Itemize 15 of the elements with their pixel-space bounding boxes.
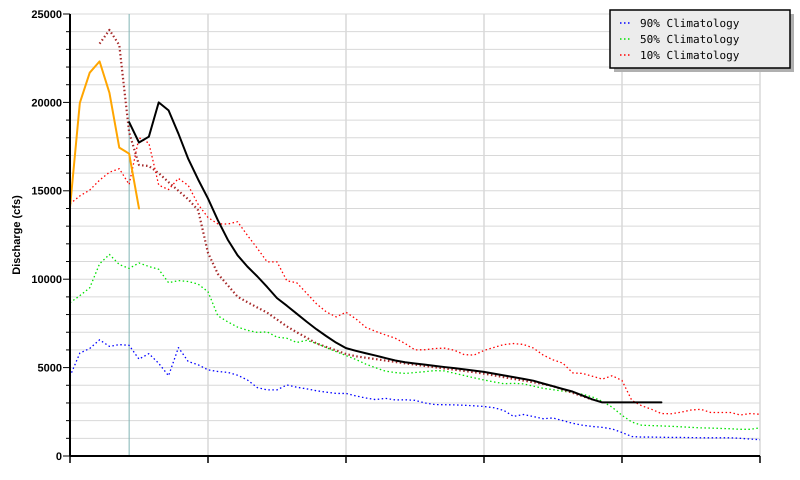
line-series (69, 60, 140, 210)
y-tick-label: 5000 (38, 362, 62, 374)
y-tick-label: 15000 (31, 186, 62, 198)
y-tick-label: 10000 (31, 274, 62, 286)
y-tick-label: 20000 (31, 97, 62, 110)
line-series (69, 339, 761, 440)
y-tick-label: 25000 (31, 8, 62, 21)
y-tick-label: 0 (56, 450, 62, 463)
legend-label: 90% Climatology (640, 16, 740, 30)
legend-label: 10% Climatology (640, 48, 740, 62)
legend-label: 50% Climatology (640, 32, 740, 46)
y-axis-title: Discharge (cfs) (11, 194, 23, 275)
line-series (128, 101, 662, 404)
line-series (69, 254, 761, 430)
line-series (98, 28, 594, 401)
